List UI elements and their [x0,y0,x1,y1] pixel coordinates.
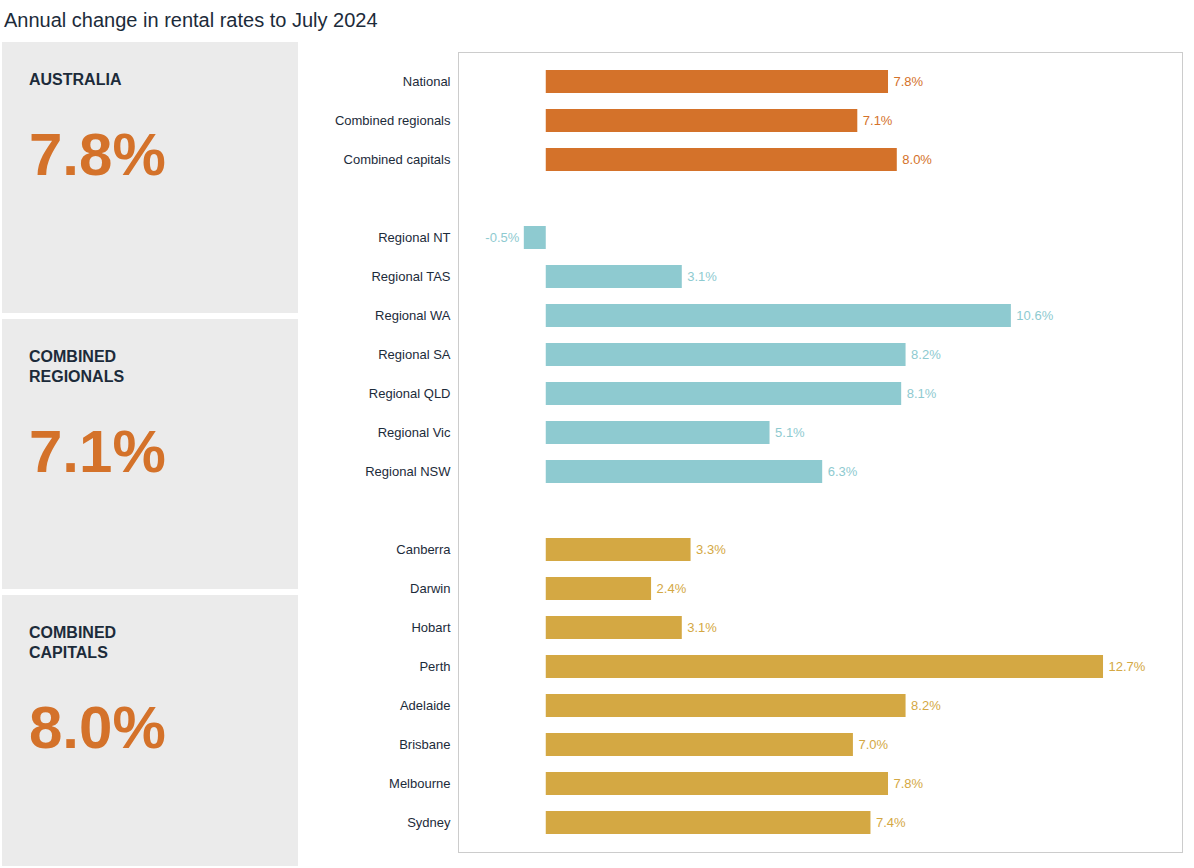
svg-text:Melbourne: Melbourne [389,776,450,791]
svg-text:Sydney: Sydney [407,815,451,830]
svg-text:Regional TAS: Regional TAS [371,269,450,284]
svg-text:Perth: Perth [419,659,450,674]
svg-text:8.2%: 8.2% [911,698,941,713]
html-text:COMBINED CAPITALS: COMBINED CAPITALS [29,624,117,662]
html-text:7.8%: 7.8% [29,121,166,188]
svg-text:Regional QLD: Regional QLD [369,386,451,401]
svg-text:-0.5%: -0.5% [485,230,519,245]
svg-text:Hobart: Hobart [411,620,450,635]
svg-text:Adelaide: Adelaide [400,698,451,713]
html-text:AUSTRALIA: AUSTRALIA [29,71,122,88]
svg-text:National: National [403,74,451,89]
html-text:COMBINED REGIONALS: COMBINED REGIONALS [29,347,125,385]
svg-text:8.1%: 8.1% [907,386,937,401]
svg-text:6.3%: 6.3% [828,464,858,479]
svg-text:Brisbane: Brisbane [399,737,450,752]
svg-text:12.7%: 12.7% [1109,659,1146,674]
svg-text:8.0%: 8.0% [902,152,932,167]
svg-text:Regional NT: Regional NT [378,230,450,245]
svg-text:Combined capitals: Combined capitals [344,152,451,167]
svg-text:3.1%: 3.1% [687,620,717,635]
svg-text:Combined regionals: Combined regionals [335,113,451,128]
html-text:Annual change in rental rates: Annual change in rental rates to July 20… [4,9,378,31]
svg-text:Darwin: Darwin [410,581,450,596]
svg-text:3.3%: 3.3% [696,542,726,557]
svg-text:7.4%: 7.4% [876,815,906,830]
svg-text:10.6%: 10.6% [1016,308,1053,323]
svg-text:7.0%: 7.0% [858,737,888,752]
svg-text:7.8%: 7.8% [894,776,924,791]
svg-text:8.2%: 8.2% [911,347,941,362]
svg-text:7.8%: 7.8% [894,74,924,89]
svg-text:5.1%: 5.1% [775,425,805,440]
svg-text:Regional SA: Regional SA [378,347,451,362]
svg-text:2.4%: 2.4% [657,581,687,596]
svg-text:Regional NSW: Regional NSW [365,464,451,479]
html-text:8.0%: 8.0% [29,694,166,762]
svg-text:3.1%: 3.1% [687,269,717,284]
svg-text:Canberra: Canberra [396,542,451,557]
svg-text:7.1%: 7.1% [863,113,893,128]
html-text:7.1%: 7.1% [29,417,166,485]
svg-text:Regional Vic: Regional Vic [378,425,451,440]
svg-text:Regional WA: Regional WA [375,308,451,323]
